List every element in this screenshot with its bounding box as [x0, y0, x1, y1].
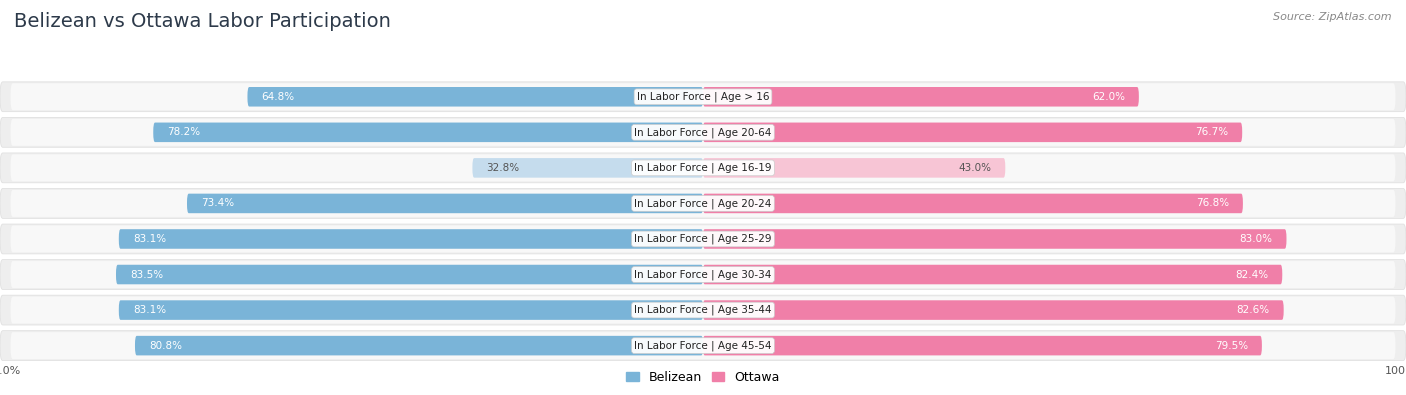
- Legend: Belizean, Ottawa: Belizean, Ottawa: [621, 366, 785, 389]
- FancyBboxPatch shape: [0, 188, 1406, 218]
- FancyBboxPatch shape: [703, 229, 1286, 249]
- FancyBboxPatch shape: [703, 122, 1243, 142]
- Text: In Labor Force | Age 30-34: In Labor Force | Age 30-34: [634, 269, 772, 280]
- FancyBboxPatch shape: [10, 190, 1395, 217]
- FancyBboxPatch shape: [0, 331, 1406, 361]
- FancyBboxPatch shape: [703, 336, 1263, 356]
- Text: 82.4%: 82.4%: [1234, 269, 1268, 280]
- Text: 83.5%: 83.5%: [129, 269, 163, 280]
- Text: In Labor Force | Age 35-44: In Labor Force | Age 35-44: [634, 305, 772, 315]
- Text: 76.7%: 76.7%: [1195, 127, 1229, 137]
- FancyBboxPatch shape: [703, 158, 1005, 178]
- Text: 43.0%: 43.0%: [959, 163, 991, 173]
- FancyBboxPatch shape: [120, 300, 703, 320]
- FancyBboxPatch shape: [187, 194, 703, 213]
- Text: In Labor Force | Age 20-24: In Labor Force | Age 20-24: [634, 198, 772, 209]
- FancyBboxPatch shape: [0, 260, 1406, 290]
- FancyBboxPatch shape: [10, 119, 1395, 146]
- Text: In Labor Force | Age 45-54: In Labor Force | Age 45-54: [634, 340, 772, 351]
- FancyBboxPatch shape: [0, 224, 1406, 254]
- FancyBboxPatch shape: [703, 265, 1282, 284]
- Text: 32.8%: 32.8%: [486, 163, 520, 173]
- Text: Source: ZipAtlas.com: Source: ZipAtlas.com: [1274, 12, 1392, 22]
- FancyBboxPatch shape: [472, 158, 703, 178]
- Text: 83.1%: 83.1%: [134, 305, 166, 315]
- FancyBboxPatch shape: [10, 226, 1395, 252]
- FancyBboxPatch shape: [10, 154, 1395, 181]
- FancyBboxPatch shape: [153, 122, 703, 142]
- Text: Belizean vs Ottawa Labor Participation: Belizean vs Ottawa Labor Participation: [14, 12, 391, 31]
- FancyBboxPatch shape: [10, 332, 1395, 359]
- FancyBboxPatch shape: [703, 87, 1139, 107]
- Text: 79.5%: 79.5%: [1215, 340, 1249, 351]
- Text: In Labor Force | Age > 16: In Labor Force | Age > 16: [637, 92, 769, 102]
- Text: 80.8%: 80.8%: [149, 340, 181, 351]
- Text: 76.8%: 76.8%: [1195, 198, 1229, 209]
- Text: 78.2%: 78.2%: [167, 127, 201, 137]
- FancyBboxPatch shape: [115, 265, 703, 284]
- FancyBboxPatch shape: [0, 153, 1406, 183]
- Text: In Labor Force | Age 20-64: In Labor Force | Age 20-64: [634, 127, 772, 137]
- FancyBboxPatch shape: [247, 87, 703, 107]
- Text: In Labor Force | Age 16-19: In Labor Force | Age 16-19: [634, 163, 772, 173]
- Text: 64.8%: 64.8%: [262, 92, 295, 102]
- FancyBboxPatch shape: [10, 261, 1395, 288]
- FancyBboxPatch shape: [135, 336, 703, 356]
- Text: In Labor Force | Age 25-29: In Labor Force | Age 25-29: [634, 234, 772, 244]
- FancyBboxPatch shape: [703, 194, 1243, 213]
- FancyBboxPatch shape: [0, 82, 1406, 112]
- FancyBboxPatch shape: [703, 300, 1284, 320]
- Text: 82.6%: 82.6%: [1236, 305, 1270, 315]
- Text: 83.1%: 83.1%: [134, 234, 166, 244]
- FancyBboxPatch shape: [10, 297, 1395, 324]
- FancyBboxPatch shape: [120, 229, 703, 249]
- FancyBboxPatch shape: [0, 117, 1406, 147]
- Text: 73.4%: 73.4%: [201, 198, 235, 209]
- FancyBboxPatch shape: [0, 295, 1406, 325]
- Text: 83.0%: 83.0%: [1240, 234, 1272, 244]
- Text: 62.0%: 62.0%: [1092, 92, 1125, 102]
- FancyBboxPatch shape: [10, 83, 1395, 110]
